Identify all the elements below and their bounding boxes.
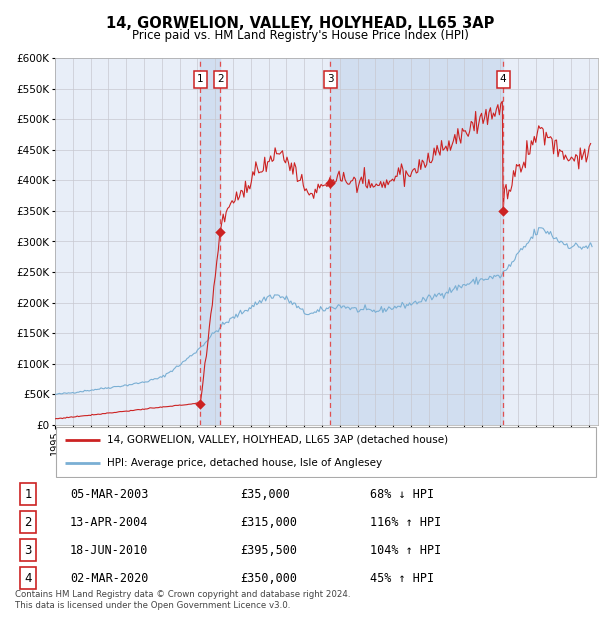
Text: 104% ↑ HPI: 104% ↑ HPI xyxy=(370,544,441,557)
Text: This data is licensed under the Open Government Licence v3.0.: This data is licensed under the Open Gov… xyxy=(15,601,290,611)
Text: 3: 3 xyxy=(25,544,32,557)
Text: HPI: Average price, detached house, Isle of Anglesey: HPI: Average price, detached house, Isle… xyxy=(107,458,382,468)
Text: 45% ↑ HPI: 45% ↑ HPI xyxy=(370,572,434,585)
Text: 1: 1 xyxy=(24,488,32,501)
Text: 4: 4 xyxy=(500,74,506,84)
Bar xyxy=(330,58,503,425)
Text: 02-MAR-2020: 02-MAR-2020 xyxy=(70,572,148,585)
Text: £395,500: £395,500 xyxy=(240,544,297,557)
FancyBboxPatch shape xyxy=(56,427,596,477)
Point xyxy=(196,399,205,409)
Point xyxy=(499,206,508,216)
Text: £315,000: £315,000 xyxy=(240,516,297,529)
Text: 3: 3 xyxy=(327,74,334,84)
Text: 2: 2 xyxy=(217,74,224,84)
Text: 14, GORWELION, VALLEY, HOLYHEAD, LL65 3AP: 14, GORWELION, VALLEY, HOLYHEAD, LL65 3A… xyxy=(106,16,494,30)
Text: £350,000: £350,000 xyxy=(240,572,297,585)
Text: £35,000: £35,000 xyxy=(240,488,290,501)
Text: Price paid vs. HM Land Registry's House Price Index (HPI): Price paid vs. HM Land Registry's House … xyxy=(131,29,469,42)
Text: 116% ↑ HPI: 116% ↑ HPI xyxy=(370,516,441,529)
Point xyxy=(215,228,225,237)
Text: 13-APR-2004: 13-APR-2004 xyxy=(70,516,148,529)
Text: 68% ↓ HPI: 68% ↓ HPI xyxy=(370,488,434,501)
Text: Contains HM Land Registry data © Crown copyright and database right 2024.: Contains HM Land Registry data © Crown c… xyxy=(15,590,350,600)
Text: 14, GORWELION, VALLEY, HOLYHEAD, LL65 3AP (detached house): 14, GORWELION, VALLEY, HOLYHEAD, LL65 3A… xyxy=(107,435,448,445)
Text: 1: 1 xyxy=(197,74,204,84)
Text: 18-JUN-2010: 18-JUN-2010 xyxy=(70,544,148,557)
Text: 4: 4 xyxy=(24,572,32,585)
Point xyxy=(325,178,335,188)
Text: 2: 2 xyxy=(24,516,32,529)
Text: 05-MAR-2003: 05-MAR-2003 xyxy=(70,488,148,501)
Bar xyxy=(200,58,220,425)
